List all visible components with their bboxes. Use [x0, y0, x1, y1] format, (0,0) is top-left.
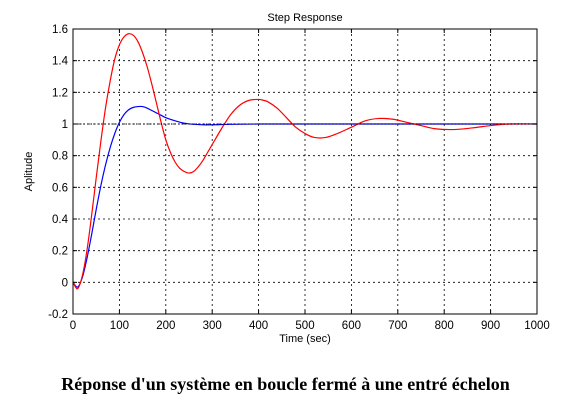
figure-caption: Réponse d'un système en boucle fermé à u…	[61, 374, 510, 394]
y-tick-label: 0.6	[52, 182, 68, 194]
y-tick-label: 1.6	[52, 24, 68, 36]
x-tick-label: 900	[481, 320, 500, 332]
x-tick-label: 1000	[524, 320, 550, 332]
y-axis-label: Aplitude	[23, 152, 35, 192]
x-tick-label: 700	[388, 320, 407, 332]
y-tick-label: -0.2	[48, 309, 68, 321]
series-line-1	[72, 105, 537, 288]
x-tick-label: 100	[110, 320, 129, 332]
y-tick-label: 0.8	[52, 151, 68, 163]
chart-title: Step Response	[267, 12, 342, 24]
y-tick-label: 0	[62, 277, 68, 289]
x-tick-label: 200	[156, 320, 175, 332]
x-tick-label: 500	[295, 320, 314, 332]
y-tick-label: 1	[62, 119, 68, 131]
x-tick-label: 600	[342, 320, 361, 332]
x-tick-label: 0	[70, 320, 76, 332]
y-tick-label: 0.2	[52, 246, 68, 258]
series-line-2	[72, 33, 538, 290]
plot-area	[73, 29, 537, 314]
x-tick-label: 800	[435, 320, 454, 332]
x-tick-label: 300	[203, 320, 222, 332]
y-tick-label: 1.4	[52, 56, 69, 68]
y-tick-label: 1.2	[52, 87, 68, 99]
x-tick-label: 400	[249, 320, 268, 332]
y-tick-label: 0.4	[52, 214, 69, 226]
x-axis-label: Time (sec)	[279, 333, 331, 345]
